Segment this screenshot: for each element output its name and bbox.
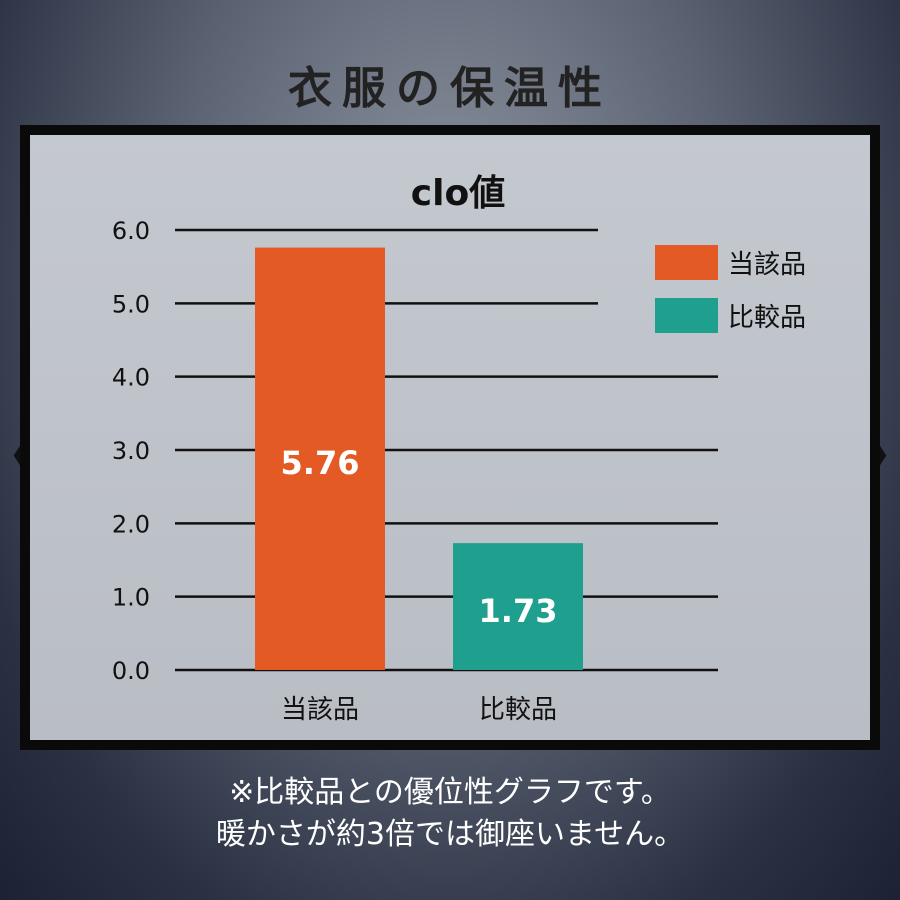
data-label: 5.76 bbox=[281, 444, 360, 482]
x-tick-label: 比較品 bbox=[479, 695, 557, 725]
footnote: ※比較品との優位性グラフです。 暖かさが約3倍では御座いません。 bbox=[0, 772, 900, 856]
legend-label: 比較品 bbox=[728, 303, 806, 333]
x-tick-label: 当該品 bbox=[281, 695, 359, 725]
bar-2 bbox=[453, 543, 583, 670]
y-tick-label: 3.0 bbox=[112, 437, 150, 465]
footnote-line-1: ※比較品との優位性グラフです。 bbox=[229, 775, 671, 810]
y-tick-label: 0.0 bbox=[112, 657, 150, 685]
page-title: 衣服の保温性 bbox=[288, 63, 612, 114]
legend-swatch bbox=[655, 298, 718, 333]
data-label: 1.73 bbox=[479, 592, 558, 630]
y-tick-label: 2.0 bbox=[112, 510, 150, 538]
y-tick-label: 5.0 bbox=[112, 290, 150, 318]
legend-label: 当該品 bbox=[728, 250, 806, 280]
footnote-line-2: 暖かさが約3倍では御座いません。 bbox=[215, 817, 685, 852]
y-tick-label: 4.0 bbox=[112, 364, 150, 392]
bar-1 bbox=[255, 247, 385, 670]
y-tick-label: 1.0 bbox=[112, 584, 150, 612]
legend-swatch bbox=[655, 245, 718, 280]
chart-title: clo値 bbox=[411, 173, 505, 214]
y-tick-label: 6.0 bbox=[112, 217, 150, 245]
